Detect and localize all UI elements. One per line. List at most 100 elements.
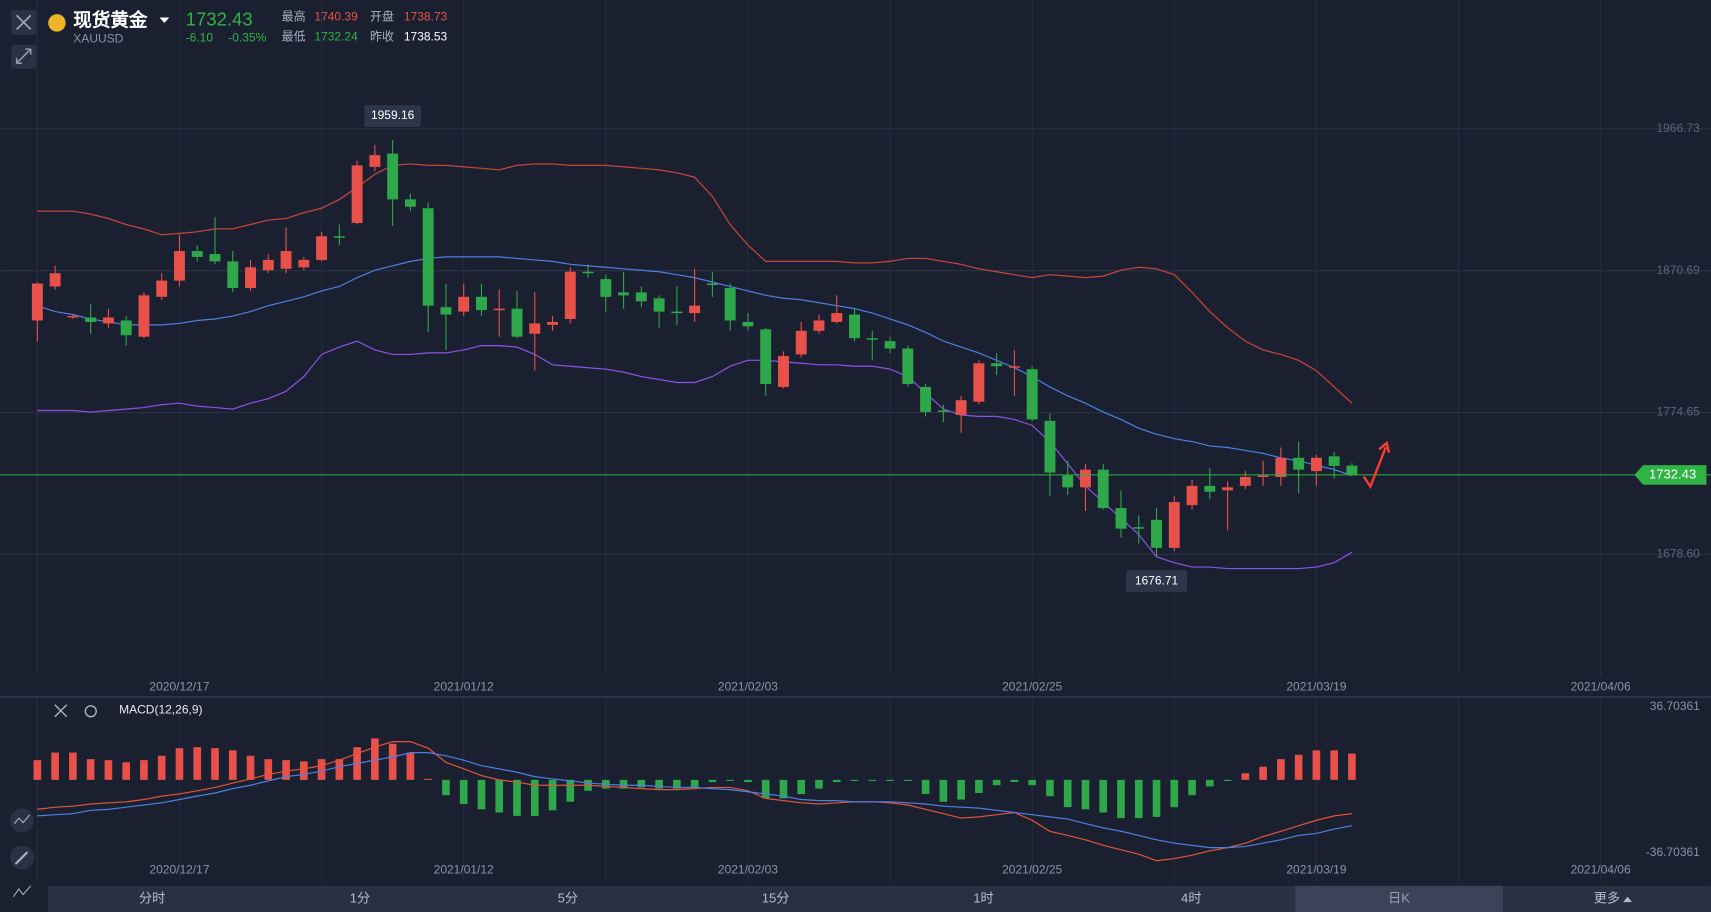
- macd-bar: [193, 747, 202, 780]
- min-label: 1676.71: [1135, 573, 1179, 587]
- candle-body: [245, 267, 256, 288]
- candle-body: [387, 153, 399, 200]
- candle-body: [689, 305, 701, 314]
- macd-bar: [1312, 750, 1321, 780]
- candle-body: [351, 165, 363, 223]
- candle-body: [493, 308, 505, 311]
- price-pane: 1966.73 1870.69 1774.65 1678.60 2020/12/17 20…: [0, 105, 1711, 693]
- macd-bar: [779, 779, 788, 799]
- macd-pane: 2020/12/17 2021/01/12 2021/02/03 2021/02/25…: [33, 699, 1700, 877]
- tab[interactable]: 1时: [973, 890, 993, 905]
- macd-bar: [264, 759, 273, 780]
- candle-body: [1328, 456, 1340, 466]
- tab[interactable]: 15分: [762, 890, 790, 905]
- candle-body: [1204, 485, 1216, 492]
- candle-body: [1222, 487, 1234, 491]
- macd-bar: [761, 779, 770, 799]
- macd-bar: [690, 779, 699, 788]
- candle-body: [1133, 527, 1145, 529]
- macd-bar: [921, 779, 930, 795]
- candle-body: [831, 313, 843, 322]
- tab[interactable]: 4时: [1181, 890, 1201, 905]
- max-label: 1959.16: [371, 108, 415, 122]
- candle-body: [1044, 420, 1056, 473]
- macd-bar: [850, 779, 859, 781]
- x-tick-label: 2021/02/25: [1002, 863, 1062, 877]
- macd-bar: [513, 779, 521, 816]
- x-tick-label: 2021/02/03: [718, 679, 778, 693]
- candle-body: [49, 273, 61, 287]
- instrument-name[interactable]: 现货黄金: [73, 10, 148, 31]
- candle-body: [227, 261, 239, 288]
- macd-bar: [832, 779, 841, 783]
- fullscreen-icon: [15, 48, 32, 64]
- candle-body: [369, 155, 381, 167]
- candle-body: [582, 271, 594, 274]
- macd-bar: [157, 755, 166, 780]
- macd-bar: [939, 779, 948, 802]
- candle-body: [849, 314, 860, 339]
- dropdown-arrow[interactable]: [159, 17, 170, 23]
- candle-body: [706, 283, 718, 286]
- macd-bar: [903, 779, 912, 781]
- tab[interactable]: 5分: [558, 890, 578, 905]
- macd-bar: [140, 760, 148, 780]
- candle-body: [1008, 366, 1020, 368]
- candle-body: [298, 259, 310, 268]
- candle-body: [973, 363, 985, 402]
- candle-body: [600, 279, 612, 297]
- last-price-label: 1732.43: [1649, 466, 1696, 481]
- y-tick-label: 36.70361: [1650, 699, 1700, 713]
- candle-body: [760, 329, 772, 384]
- candle-body: [1026, 369, 1038, 420]
- macd-bar: [335, 759, 344, 780]
- candle-body: [618, 292, 630, 296]
- candle-body: [742, 321, 754, 327]
- tab[interactable]: 1分: [350, 890, 370, 905]
- stat-label: 昨收: [370, 29, 394, 43]
- candle-body: [102, 317, 114, 324]
- candle-body: [920, 386, 932, 413]
- macd-bar: [1223, 779, 1232, 781]
- macd-bar: [246, 755, 255, 780]
- candle-body: [333, 236, 345, 238]
- macd-bar: [1259, 766, 1267, 780]
- macd-bar: [673, 779, 681, 789]
- macd-bar: [886, 779, 894, 781]
- candle-body: [85, 317, 97, 322]
- macd-bar: [1046, 779, 1054, 797]
- macd-bar: [1170, 779, 1179, 808]
- tab[interactable]: 日K: [1388, 890, 1410, 905]
- candle-body: [564, 271, 576, 319]
- candle-body: [902, 348, 914, 384]
- tool-icon: [13, 814, 31, 824]
- grid: [0, 0, 1711, 882]
- candle-body: [511, 308, 523, 337]
- candle-body: [191, 251, 203, 257]
- x-tick-label: 2021/02/25: [1002, 679, 1062, 693]
- x-tick-label: 2021/01/12: [434, 679, 494, 693]
- candle-body: [813, 320, 825, 331]
- candle-body: [404, 199, 416, 207]
- candle-body: [458, 296, 470, 312]
- macd-bar: [51, 752, 59, 780]
- candle-body: [262, 259, 274, 271]
- candle-body: [1151, 519, 1162, 548]
- macd-bar: [726, 779, 734, 781]
- macd-bar: [33, 760, 42, 780]
- macd-bar: [1010, 779, 1019, 783]
- candle-body: [635, 292, 647, 302]
- tab[interactable]: 分时: [139, 890, 165, 905]
- max-label-box: [364, 105, 422, 127]
- macd-settings[interactable]: [84, 705, 97, 718]
- tool-icon[interactable]: [12, 885, 32, 898]
- candle-body: [991, 363, 1003, 367]
- macd-close[interactable]: [54, 704, 68, 718]
- y-tick-label: 1678.60: [1656, 547, 1700, 561]
- tool-button[interactable]: [10, 808, 35, 833]
- tab[interactable]: 更多: [1594, 889, 1620, 905]
- macd-bar: [1277, 759, 1285, 780]
